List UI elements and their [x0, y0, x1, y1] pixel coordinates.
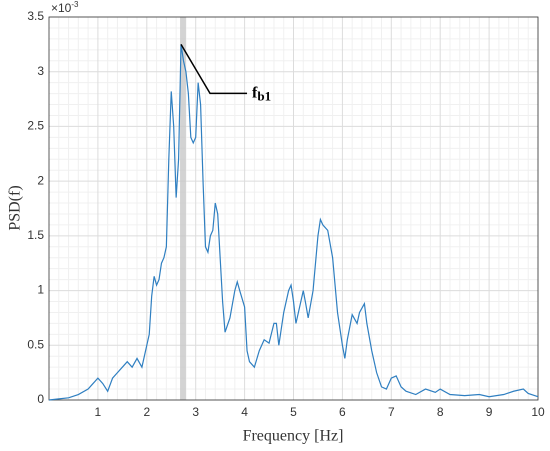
highlight-band — [180, 17, 186, 400]
x-axis-label: Frequency [Hz] — [243, 428, 344, 445]
psd-line — [48, 44, 539, 401]
annotation-subscript: b1 — [257, 88, 271, 103]
x-tick-label: 2 — [143, 405, 150, 419]
annotation-pointer — [180, 43, 248, 95]
y-tick-label: 1.5 — [27, 228, 44, 242]
x-tick-label: 10 — [531, 405, 545, 419]
y-tick-label: 2 — [37, 173, 44, 187]
x-tick-label: 5 — [290, 405, 297, 419]
x-tick-label: 6 — [339, 405, 346, 419]
x-tick-label: 9 — [486, 405, 493, 419]
y-axis-label: PSD(f) — [7, 185, 24, 230]
annotation-text: f — [252, 84, 258, 101]
x-tick-label: 1 — [95, 405, 102, 419]
x-tick-label: 7 — [388, 405, 395, 419]
y-scale-base: ×10 — [51, 1, 72, 15]
x-tick-label: 3 — [192, 405, 199, 419]
y-tick-label: 0 — [37, 392, 44, 406]
annotation-label: fb1 — [252, 84, 271, 103]
y-tick-label: 3 — [37, 64, 44, 78]
y-tick-label: 0.5 — [27, 337, 44, 351]
y-scale-exponent: -3 — [71, 0, 79, 9]
y-tick-label: 3.5 — [27, 9, 44, 23]
x-tick-label: 8 — [437, 405, 444, 419]
y-scale-factor: ×10-3 — [51, 0, 79, 15]
plot-frame — [48, 16, 539, 401]
x-tick-label: 4 — [241, 405, 248, 419]
y-tick-label: 1 — [37, 283, 44, 297]
y-tick-label: 2.5 — [27, 119, 44, 133]
